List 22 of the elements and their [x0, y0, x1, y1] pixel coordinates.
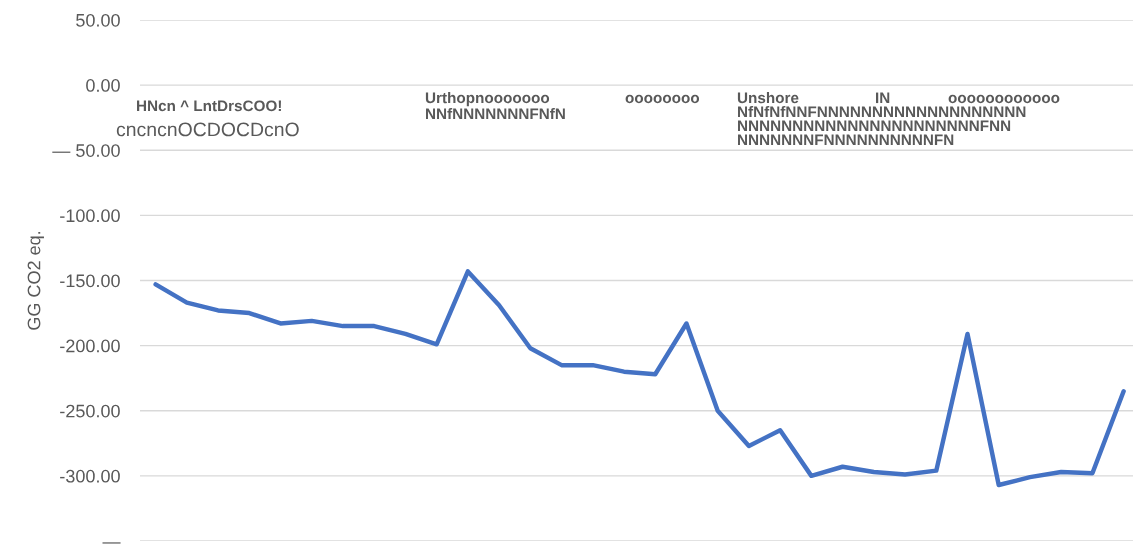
annotation: oooooooo — [625, 94, 700, 104]
y-tick-label: -100.00 — [60, 209, 120, 223]
annotation: oooooooooooo — [948, 94, 1060, 104]
annotation: NNNNNNNNNNNNNNNNNNNNNNFNN — [738, 120, 1011, 132]
y-tick-label: -300.00 — [60, 469, 120, 483]
annotation: NfNfNfNNFNNNNNNNNNNNNNNNNNNN — [738, 106, 1026, 118]
y-tick-label: -200.00 — [60, 339, 120, 353]
y-tick-label: -150.00 — [60, 274, 120, 288]
line-series — [153, 269, 1126, 488]
y-tick-label: — 50.00 — [52, 144, 120, 157]
annotation: IN — [876, 92, 890, 104]
y-axis-title: GG CO2 eq. — [27, 231, 44, 330]
annotation: cncncnOCDOCDcnO — [116, 122, 299, 137]
y-tick-label: -250.00 — [60, 404, 120, 418]
annotation: Unshore — [737, 92, 799, 104]
y-tick-label: 0.00 — [86, 79, 120, 92]
annotation: NNNNNNNFNNNNNNNNNNFN — [738, 134, 954, 146]
annotation: NNfNNNNNNNFNfN — [426, 108, 565, 120]
y-tick-label: 50.00 — [76, 13, 120, 27]
annotation: HNcn ^ LntDrsCOO! — [137, 100, 281, 112]
y-tick-label: — — [102, 542, 121, 544]
annotation: Urthopnooooooo — [425, 92, 550, 107]
